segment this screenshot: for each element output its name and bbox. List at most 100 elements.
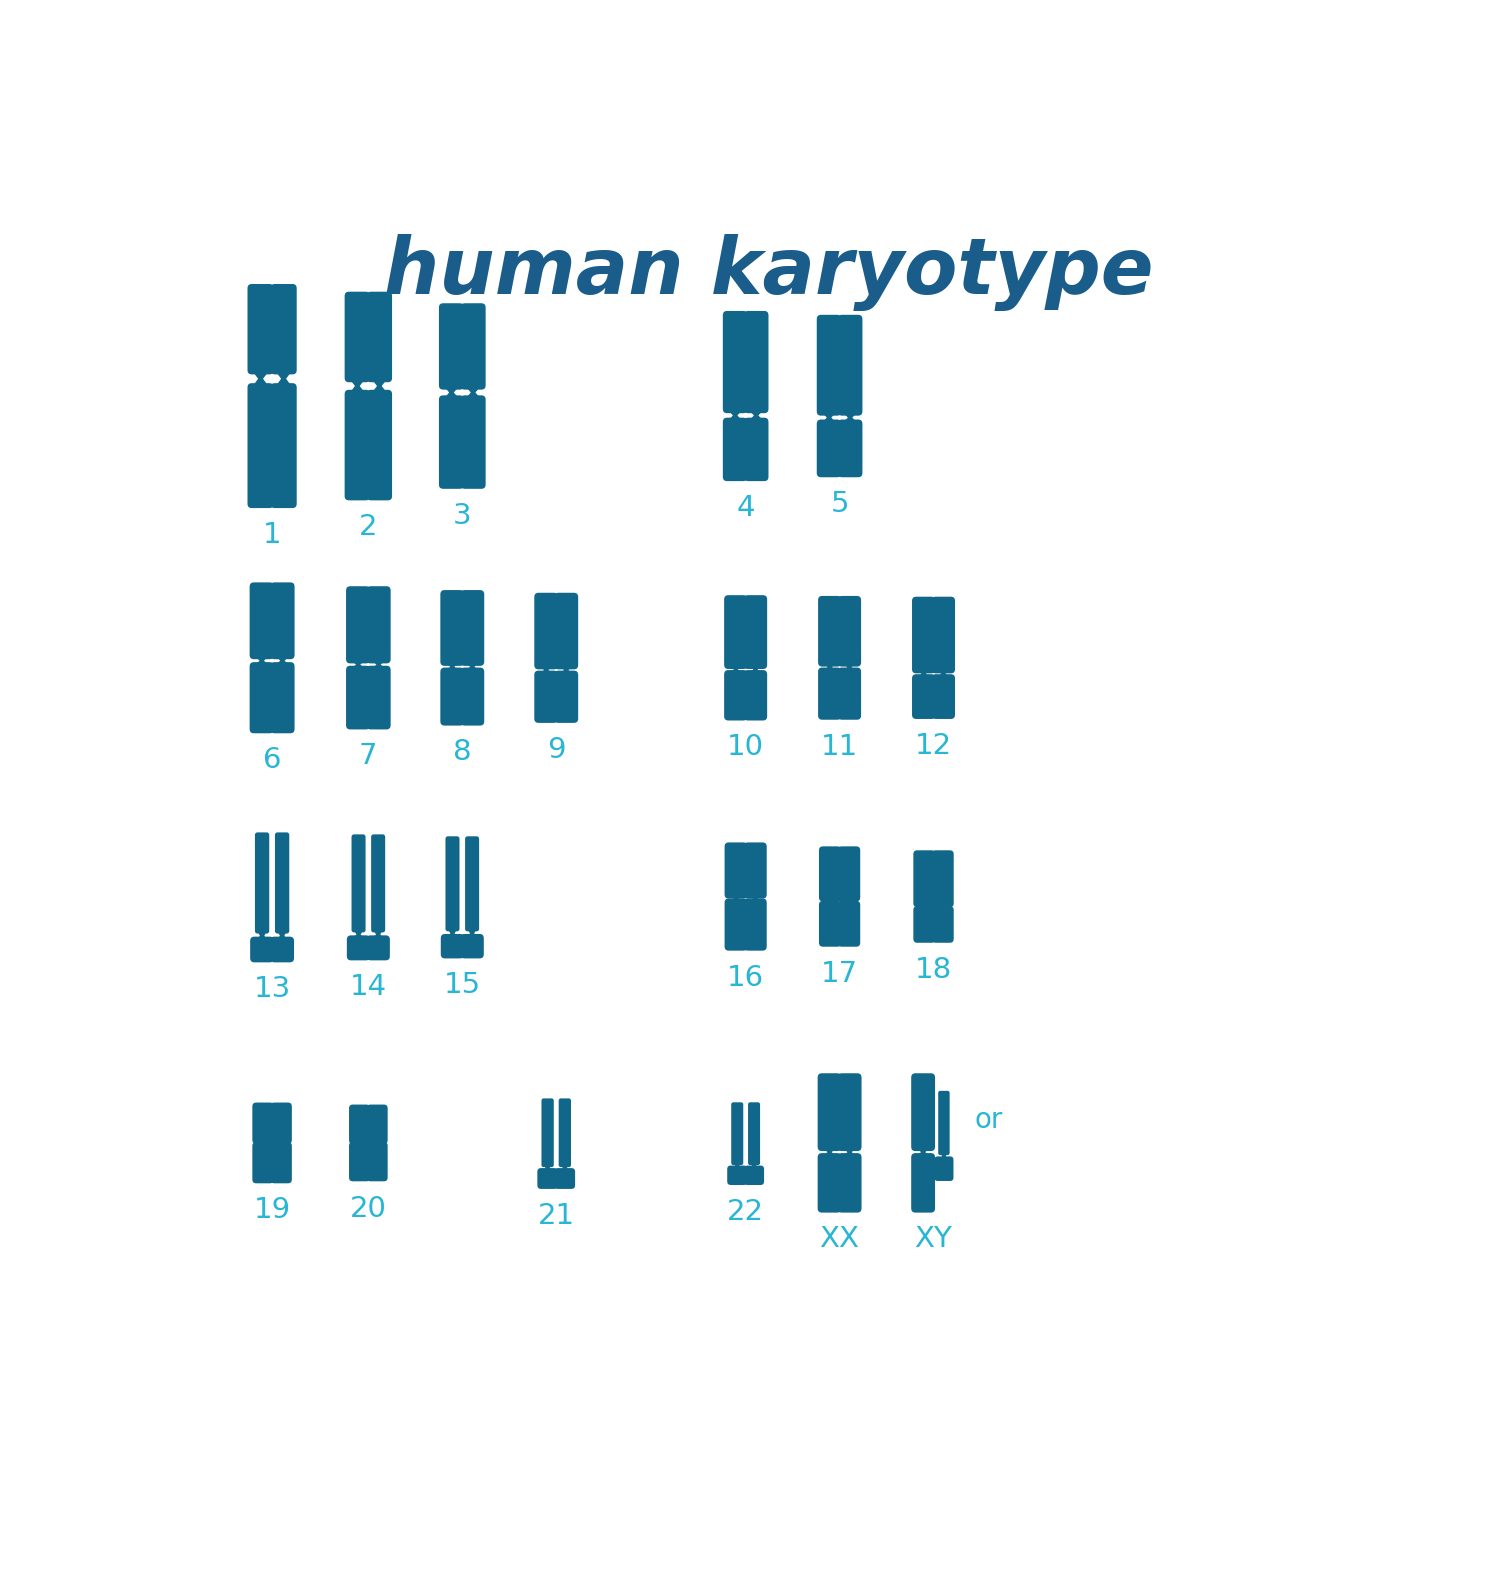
Polygon shape (465, 928, 480, 938)
FancyBboxPatch shape (910, 1073, 934, 1151)
FancyBboxPatch shape (912, 597, 936, 673)
FancyBboxPatch shape (558, 1098, 572, 1166)
FancyBboxPatch shape (818, 314, 842, 416)
Text: 11: 11 (821, 733, 858, 760)
FancyBboxPatch shape (270, 936, 294, 962)
FancyBboxPatch shape (744, 417, 768, 481)
Text: 12: 12 (915, 732, 952, 760)
Polygon shape (370, 378, 388, 394)
Text: 1: 1 (262, 521, 282, 549)
FancyBboxPatch shape (724, 898, 747, 951)
FancyBboxPatch shape (270, 1103, 292, 1144)
FancyBboxPatch shape (252, 1143, 274, 1184)
FancyBboxPatch shape (724, 670, 747, 720)
FancyBboxPatch shape (366, 292, 392, 382)
FancyBboxPatch shape (932, 597, 956, 673)
FancyBboxPatch shape (460, 668, 484, 725)
FancyBboxPatch shape (744, 311, 768, 413)
FancyBboxPatch shape (440, 303, 464, 390)
Text: 22: 22 (728, 1198, 764, 1227)
Polygon shape (822, 662, 837, 671)
FancyBboxPatch shape (370, 835, 386, 933)
Polygon shape (824, 898, 837, 905)
FancyBboxPatch shape (818, 597, 842, 667)
FancyBboxPatch shape (818, 1154, 842, 1212)
FancyBboxPatch shape (534, 594, 558, 670)
Polygon shape (274, 655, 291, 667)
FancyBboxPatch shape (270, 662, 294, 733)
Polygon shape (558, 1165, 572, 1171)
Polygon shape (842, 411, 858, 424)
FancyBboxPatch shape (910, 1154, 934, 1212)
FancyBboxPatch shape (249, 582, 274, 659)
FancyBboxPatch shape (744, 898, 766, 951)
FancyBboxPatch shape (255, 833, 270, 933)
Polygon shape (558, 665, 574, 674)
Polygon shape (252, 370, 270, 387)
FancyBboxPatch shape (555, 671, 578, 724)
Polygon shape (915, 1147, 932, 1157)
Polygon shape (821, 411, 837, 424)
FancyBboxPatch shape (346, 665, 370, 730)
Polygon shape (370, 1139, 384, 1146)
Polygon shape (446, 928, 460, 938)
FancyBboxPatch shape (251, 936, 274, 962)
FancyBboxPatch shape (748, 1103, 760, 1165)
Text: 21: 21 (537, 1203, 574, 1230)
FancyBboxPatch shape (932, 674, 956, 719)
Text: 18: 18 (915, 955, 952, 984)
FancyBboxPatch shape (932, 851, 954, 908)
Text: 10: 10 (728, 733, 764, 762)
Polygon shape (351, 659, 366, 670)
FancyBboxPatch shape (932, 906, 954, 943)
FancyBboxPatch shape (837, 1154, 861, 1212)
FancyBboxPatch shape (914, 851, 936, 908)
Polygon shape (936, 670, 951, 678)
FancyBboxPatch shape (441, 935, 464, 959)
FancyBboxPatch shape (744, 595, 766, 670)
Polygon shape (352, 1139, 366, 1146)
Text: 3: 3 (453, 501, 471, 530)
Text: 5: 5 (831, 490, 849, 517)
Text: 19: 19 (254, 1197, 291, 1225)
Polygon shape (370, 930, 386, 940)
FancyBboxPatch shape (440, 395, 464, 489)
FancyBboxPatch shape (744, 843, 766, 898)
Polygon shape (274, 1139, 288, 1146)
FancyBboxPatch shape (938, 1090, 950, 1155)
FancyBboxPatch shape (819, 901, 842, 947)
Text: or: or (974, 1106, 1002, 1133)
Polygon shape (274, 370, 292, 387)
Text: 14: 14 (350, 973, 387, 1001)
FancyBboxPatch shape (724, 595, 747, 670)
FancyBboxPatch shape (366, 1105, 387, 1144)
Polygon shape (444, 662, 460, 671)
FancyBboxPatch shape (914, 906, 936, 943)
Text: XX: XX (819, 1225, 860, 1254)
FancyBboxPatch shape (460, 935, 484, 959)
Polygon shape (256, 1139, 270, 1146)
Polygon shape (748, 409, 764, 422)
FancyBboxPatch shape (819, 846, 842, 901)
FancyBboxPatch shape (934, 1157, 954, 1181)
FancyBboxPatch shape (839, 846, 860, 901)
Text: 6: 6 (262, 746, 282, 774)
FancyBboxPatch shape (837, 1073, 861, 1151)
FancyBboxPatch shape (537, 1168, 558, 1189)
FancyBboxPatch shape (270, 382, 297, 508)
Text: human karyotype: human karyotype (384, 235, 1154, 311)
FancyBboxPatch shape (345, 292, 370, 382)
FancyBboxPatch shape (460, 395, 486, 489)
Polygon shape (747, 1163, 760, 1170)
Polygon shape (370, 659, 387, 670)
Polygon shape (442, 386, 460, 400)
FancyBboxPatch shape (350, 1143, 370, 1181)
FancyBboxPatch shape (446, 836, 459, 932)
FancyBboxPatch shape (730, 1103, 744, 1165)
FancyBboxPatch shape (441, 668, 464, 725)
FancyBboxPatch shape (542, 1098, 554, 1166)
Text: 2: 2 (358, 513, 378, 541)
Polygon shape (730, 1163, 744, 1170)
Polygon shape (255, 932, 270, 941)
Text: 16: 16 (728, 963, 764, 992)
